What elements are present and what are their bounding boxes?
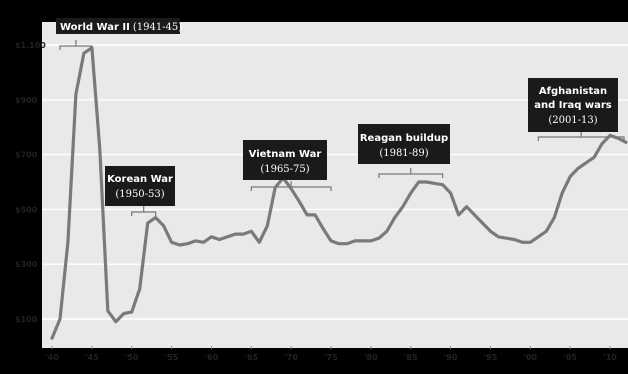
y-tick-label: $300 [15,260,38,269]
annotation-vietnam-years: (1965-75) [260,164,309,175]
annotation-ww2-title: World War II [60,22,130,33]
y-tick-label: $900 [15,96,38,105]
annotation-reagan-years: (1981-89) [379,148,428,159]
gridlines [42,44,628,320]
annotation-afghanistan-years: (2001-13) [548,115,597,126]
y-tick-label: $500 [15,205,38,214]
annotation-reagan-buildup: Reagan buildup (1981-89) [358,124,450,164]
x-tick-label: '75 [324,353,338,362]
annotation-korean-years: (1950-53) [115,189,164,200]
x-tick-label: '05 [563,353,577,362]
annotation-iraq-title: and Iraq wars [534,100,611,111]
annotation-afghanistan-title: Afghanistan [539,86,607,97]
annotation-reagan-title: Reagan buildup [360,133,448,144]
x-tick-label: '40 [45,353,59,362]
x-tick-label: '95 [484,353,498,362]
annotation-afghanistan-iraq: Afghanistan and Iraq wars (2001-13) [528,78,618,132]
period-bracket [131,206,157,216]
y-tick-label: $1,100 [15,41,46,50]
annotation-korean-war: Korean War (1950-53) [105,166,175,206]
y-axis-ticks: $100 $300 $500 $700 $900 $1,100 [15,41,46,324]
x-tick-label: '55 [165,353,179,362]
x-axis-ticks: '40 '45 '50 '55 '60 '65 '70 '75 '80 '85 '90 '95 '00 '… [45,346,617,362]
annotation-vietnam-title: Vietnam War [249,149,322,160]
x-tick-label: '85 [404,353,418,362]
annotation-vietnam-war: Vietnam War (1965-75) [243,140,327,180]
x-tick-label: '60 [205,353,219,362]
period-bracket [59,40,93,50]
x-tick-label: '45 [85,353,99,362]
y-tick-label: $700 [15,151,38,160]
x-tick-label: '00 [524,353,538,362]
period-bracket [378,168,444,178]
annotation-korean-title: Korean War [107,174,173,185]
x-tick-label: '70 [284,353,298,362]
annotation-ww2-years: (1941-45) [133,22,182,33]
spending-line [50,46,628,340]
x-tick-label: '50 [125,353,139,362]
svg-text:World War II(1941-45): World War II (1941-45) [60,22,182,33]
x-tick-label: '10 [603,353,617,362]
period-bracket [250,181,332,191]
y-tick-label: $100 [15,315,38,324]
x-tick-label: '80 [364,353,378,362]
x-tick-label: '90 [444,353,458,362]
annotation-ww2: World War II (1941-45) [56,18,182,34]
x-tick-label: '65 [245,353,259,362]
